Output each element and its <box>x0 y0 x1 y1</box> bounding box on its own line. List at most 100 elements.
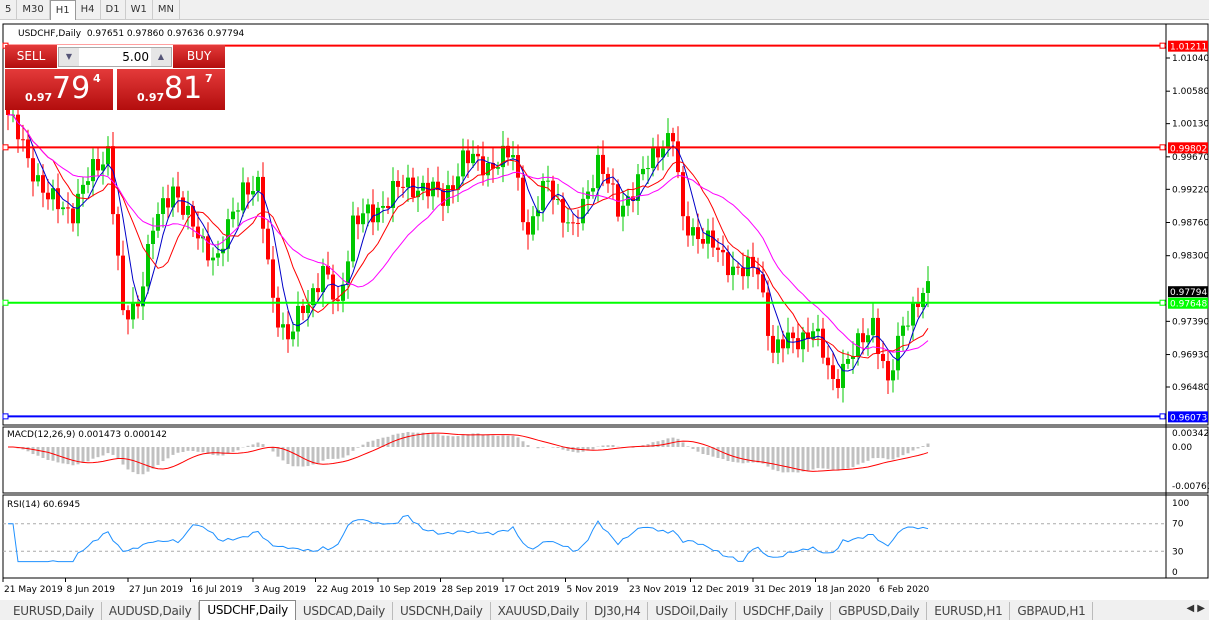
candle-body <box>871 317 875 336</box>
candle-body <box>21 139 25 141</box>
chart-tab[interactable]: DJ30,H4 <box>587 602 649 620</box>
decrease-lot-icon[interactable]: ▼ <box>59 48 79 66</box>
chart-tab[interactable]: GBPAUD,H1 <box>1010 602 1094 620</box>
line-handle <box>1159 144 1166 151</box>
candle-body <box>481 156 485 176</box>
candle-body <box>471 153 475 164</box>
candle-body <box>926 281 930 293</box>
ohlc-values: 0.97651 0.97860 0.97636 0.97794 <box>86 29 245 39</box>
candle-body <box>116 214 120 256</box>
macd-label: MACD(12,26,9) 0.001473 0.000142 <box>7 430 167 440</box>
candle-body <box>316 288 320 293</box>
date-axis-label: 5 Nov 2019 <box>567 585 619 595</box>
chart-tabs: EURUSD,Daily AUDUSD,Daily USDCHF,Daily USDC… <box>0 600 1209 620</box>
candle-body <box>451 185 455 190</box>
candle-body <box>581 198 585 224</box>
chart-tab[interactable]: USDCHF,Daily <box>736 602 832 620</box>
main-pane-border <box>2 23 1209 426</box>
rsi-axis-label: 30 <box>1172 547 1184 557</box>
timeframe-mn[interactable]: MN <box>153 0 180 20</box>
sell-price-button[interactable]: 0.97 79 4 <box>5 69 113 110</box>
candle-body <box>626 196 630 206</box>
timeframe-h4[interactable]: H4 <box>76 0 101 20</box>
lot-size-input[interactable]: 5.00 <box>122 50 149 64</box>
chart-tab[interactable]: USDCHF,Daily <box>199 600 296 620</box>
candle-body <box>196 226 200 239</box>
chart-tab[interactable]: USDCNH,Daily <box>393 602 491 620</box>
candle-body <box>521 177 525 223</box>
candle-body <box>446 185 450 206</box>
chart-tab[interactable]: USDCAD,Daily <box>296 602 393 620</box>
chart-tab[interactable]: USDOil,Daily <box>648 602 736 620</box>
timeframe-partial[interactable]: 5 <box>0 0 18 20</box>
buy-button[interactable]: BUY <box>173 45 225 68</box>
candle-body <box>296 305 300 332</box>
candle-body <box>651 148 655 169</box>
candle-body <box>416 190 420 198</box>
candle-body <box>641 168 645 175</box>
chart-tab[interactable]: EURUSD,H1 <box>927 602 1011 620</box>
timeframe-h1[interactable]: H1 <box>49 0 76 20</box>
candle-body <box>791 332 795 339</box>
date-axis-label: 21 May 2019 <box>4 585 63 595</box>
candle-body <box>921 292 925 308</box>
candle-body <box>436 181 440 191</box>
increase-lot-icon[interactable]: ▲ <box>151 48 171 66</box>
sell-price-fraction: 4 <box>93 72 101 85</box>
candle-body <box>571 222 575 224</box>
rsi-axis-label: 100 <box>1172 499 1189 509</box>
candle-body <box>251 191 255 195</box>
candle-body <box>821 328 825 358</box>
candle-body <box>766 292 770 336</box>
chart-tab[interactable]: EURUSD,Daily <box>6 602 102 620</box>
chart-tab[interactable]: AUDUSD,Daily <box>102 602 200 620</box>
candle-body <box>226 219 230 249</box>
candle-body <box>611 183 615 185</box>
candle-body <box>461 150 465 177</box>
candle-body <box>681 172 685 217</box>
candle-body <box>121 255 125 311</box>
timeframe-w1[interactable]: W1 <box>126 0 153 20</box>
buy-price-button[interactable]: 0.97 81 7 <box>117 69 225 110</box>
candle-body <box>546 180 550 182</box>
rsi-label: RSI(14) 60.6945 <box>7 500 80 510</box>
candle-body <box>51 188 55 200</box>
candle-body <box>891 370 895 381</box>
sell-button[interactable]: SELL <box>5 45 57 68</box>
chart-tab[interactable]: GBPUSD,Daily <box>831 602 928 620</box>
candle-body <box>541 180 545 211</box>
candle-body <box>466 150 470 164</box>
price-axis-label: 1.00580 <box>1172 87 1209 97</box>
timeframe-m30[interactable]: M30 <box>17 0 50 20</box>
candle-body <box>631 196 635 201</box>
timeframe-d1[interactable]: D1 <box>101 0 126 20</box>
candle-body <box>501 145 505 168</box>
candle-body <box>596 154 600 189</box>
candle-body <box>346 261 350 285</box>
candle-body <box>426 182 430 197</box>
tab-scroll-arrows[interactable]: ◀ ▶ <box>1186 603 1205 614</box>
chart-tab[interactable]: XAUUSD,Daily <box>491 602 587 620</box>
candle-body <box>151 230 155 244</box>
candle-body <box>551 180 555 200</box>
line-handle <box>1159 413 1166 420</box>
ma-slow-line <box>7 114 929 353</box>
ma-mid-line <box>7 114 929 359</box>
candle-body <box>506 145 510 158</box>
last-price-bg <box>1168 286 1208 298</box>
macd-axis-label: 0.00 <box>1172 443 1192 453</box>
candle-body <box>16 114 20 140</box>
lot-size-stepper[interactable]: ▼ 5.00 ▲ <box>58 47 172 67</box>
date-axis-label: 16 Jul 2019 <box>192 585 243 595</box>
candle-body <box>866 335 870 343</box>
candle-body <box>141 286 145 307</box>
price-chart[interactable]: 1.01040 1.00580 1.00130 0.99670 0.99220 0.987… <box>2 23 1209 598</box>
candle-body <box>531 216 535 235</box>
candle-body <box>746 256 750 277</box>
timeframe-toolbar: 5 M30 H1 H4 D1 W1 MN <box>0 0 1209 20</box>
candle-body <box>136 302 140 307</box>
candle-body <box>621 205 625 217</box>
candle-body <box>31 158 35 182</box>
candle-body <box>411 177 415 198</box>
candle-body <box>301 305 305 314</box>
